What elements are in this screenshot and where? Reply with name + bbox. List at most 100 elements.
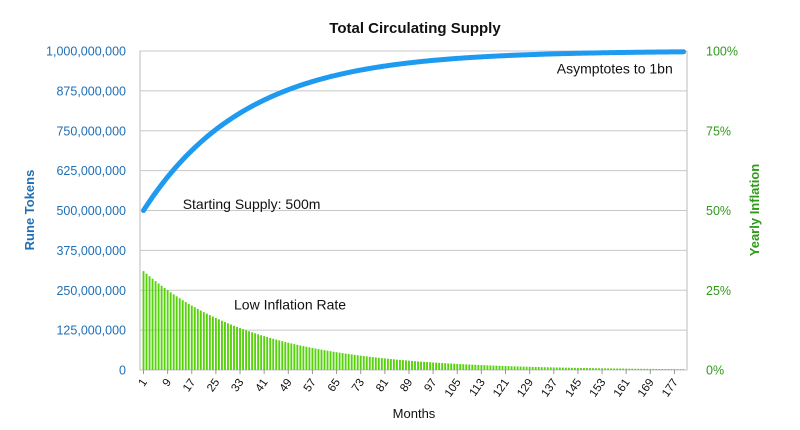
inflation-bar bbox=[426, 362, 429, 370]
inflation-bar bbox=[405, 360, 407, 370]
left-tick-label: 1,000,000,000 bbox=[46, 45, 126, 59]
inflation-bar bbox=[417, 361, 419, 370]
x-tick-label: 73 bbox=[350, 377, 367, 394]
inflation-bar bbox=[631, 368, 634, 370]
inflation-bar bbox=[564, 367, 567, 370]
inflation-bar bbox=[181, 300, 184, 370]
inflation-bar bbox=[266, 337, 269, 370]
inflation-bar bbox=[190, 305, 193, 370]
inflation-bar bbox=[227, 323, 229, 370]
inflation-bar bbox=[453, 363, 456, 370]
x-tick-label: 129 bbox=[515, 377, 536, 400]
inflation-bar bbox=[380, 358, 383, 370]
inflation-bar bbox=[281, 341, 284, 370]
inflation-bar bbox=[157, 283, 160, 370]
inflation-bar bbox=[598, 368, 600, 370]
inflation-bar bbox=[649, 368, 652, 370]
inflation-bar bbox=[567, 367, 570, 370]
inflation-bar bbox=[595, 368, 597, 370]
inflation-bar bbox=[302, 346, 305, 370]
inflation-bar bbox=[221, 320, 223, 370]
inflation-bar bbox=[429, 362, 432, 370]
inflation-bar bbox=[251, 332, 254, 370]
inflation-bar bbox=[456, 363, 459, 370]
inflation-bar bbox=[365, 356, 368, 370]
right-tick-label: 25% bbox=[706, 284, 731, 298]
inflation-bar bbox=[459, 364, 462, 370]
inflation-bar bbox=[368, 356, 371, 370]
inflation-bar bbox=[239, 328, 241, 370]
inflation-bar bbox=[531, 366, 534, 370]
inflation-bar bbox=[516, 366, 519, 370]
inflation-bar bbox=[142, 271, 145, 370]
inflation-bar bbox=[498, 365, 501, 370]
inflation-bar bbox=[402, 360, 404, 370]
x-tick-label: 169 bbox=[636, 377, 657, 400]
x-tick-label: 145 bbox=[564, 377, 585, 400]
inflation-bar bbox=[233, 325, 235, 370]
inflation-bar bbox=[344, 353, 347, 370]
inflation-bar bbox=[329, 351, 332, 370]
inflation-bar bbox=[622, 368, 625, 370]
inflation-bar bbox=[474, 364, 477, 370]
inflation-bar bbox=[293, 344, 296, 370]
inflation-bar bbox=[175, 296, 178, 370]
inflation-bar bbox=[441, 363, 444, 370]
inflation-bar bbox=[435, 362, 438, 370]
inflation-bar bbox=[489, 365, 492, 370]
inflation-bar bbox=[187, 303, 190, 370]
left-tick-label: 750,000,000 bbox=[56, 124, 126, 138]
inflation-bar bbox=[383, 358, 386, 370]
inflation-bar bbox=[299, 345, 302, 370]
inflation-bar bbox=[432, 362, 435, 370]
x-tick-label: 65 bbox=[326, 377, 343, 394]
inflation-bar bbox=[652, 368, 655, 370]
inflation-bar bbox=[260, 335, 263, 370]
inflation-bar bbox=[549, 367, 552, 370]
inflation-bar bbox=[290, 343, 293, 370]
inflation-bar bbox=[236, 326, 238, 370]
inflation-bar bbox=[604, 368, 606, 370]
right-tick-label: 100% bbox=[706, 45, 738, 59]
left-tick-label: 375,000,000 bbox=[56, 244, 126, 258]
inflation-bar bbox=[465, 364, 468, 370]
inflation-bar bbox=[468, 364, 471, 370]
left-tick-label: 0 bbox=[119, 364, 126, 378]
inflation-bar bbox=[296, 344, 299, 370]
inflation-bar bbox=[477, 364, 480, 370]
inflation-bar bbox=[202, 312, 205, 370]
supply-line bbox=[141, 49, 686, 213]
x-tick-label: 137 bbox=[539, 377, 560, 400]
inflation-bar bbox=[528, 366, 531, 370]
inflation-bar bbox=[519, 366, 522, 370]
inflation-bar bbox=[350, 354, 353, 370]
chart-title: Total Circulating Supply bbox=[329, 20, 501, 37]
inflation-bar bbox=[275, 339, 278, 370]
inflation-bar bbox=[444, 363, 447, 370]
left-tick-label: 875,000,000 bbox=[56, 84, 126, 98]
inflation-bar bbox=[169, 292, 172, 370]
inflation-bar bbox=[172, 294, 175, 370]
inflation-bar bbox=[661, 369, 664, 370]
inflation-bar bbox=[411, 360, 413, 370]
inflation-bar bbox=[643, 368, 646, 370]
inflation-bar bbox=[543, 367, 546, 370]
inflation-bar bbox=[534, 366, 537, 370]
x-tick-label: 17 bbox=[181, 377, 198, 394]
left-tick-label: 250,000,000 bbox=[56, 284, 126, 298]
right-axis-ticks: 0% 25% 50% 75% 100% bbox=[706, 45, 738, 378]
inflation-bar bbox=[501, 365, 504, 370]
inflation-bar bbox=[332, 351, 335, 370]
inflation-bars bbox=[142, 271, 685, 370]
inflation-bar bbox=[634, 368, 637, 370]
y-axis-label-left: Rune Tokens bbox=[22, 170, 37, 251]
inflation-bar bbox=[248, 331, 251, 370]
inflation-bar bbox=[371, 357, 374, 370]
inflation-bar bbox=[338, 352, 341, 370]
inflation-bar bbox=[616, 368, 619, 370]
inflation-bar bbox=[326, 350, 329, 370]
inflation-bar bbox=[586, 368, 588, 370]
right-tick-label: 75% bbox=[706, 124, 731, 138]
inflation-bar bbox=[196, 308, 199, 370]
